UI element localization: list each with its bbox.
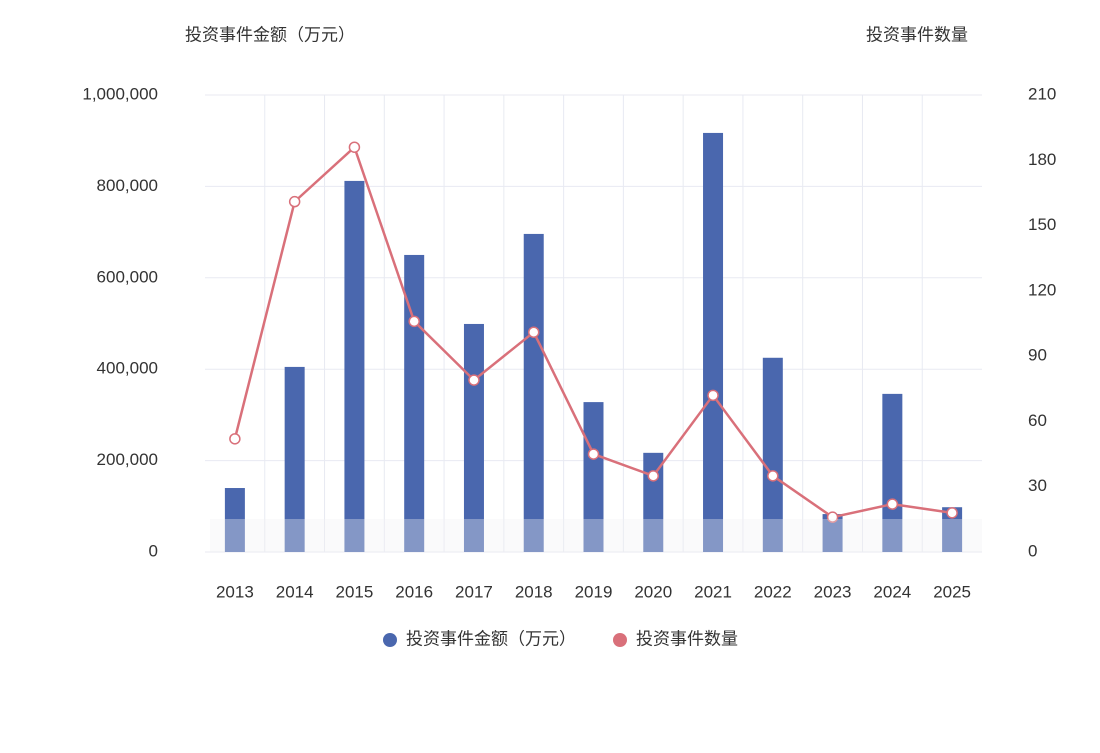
line-point xyxy=(587,448,600,460)
legend-marker xyxy=(383,633,397,647)
y2-tick-label: 120 xyxy=(1028,280,1056,299)
x-tick-label: 2017 xyxy=(455,582,493,601)
line-point xyxy=(348,141,361,153)
y2-tick-label: 210 xyxy=(1028,84,1056,103)
bar xyxy=(882,393,903,552)
legend-label: 投资事件数量 xyxy=(636,629,738,648)
line-point xyxy=(886,498,899,510)
y-axis-title: 投资事件金额（万元） xyxy=(185,25,355,44)
y-tick-label: 600,000 xyxy=(97,267,158,286)
line-point xyxy=(527,326,540,338)
y-tick-label: 400,000 xyxy=(97,359,158,378)
x-tick-label: 2014 xyxy=(276,582,314,601)
legend-label: 投资事件金额（万元） xyxy=(406,629,576,648)
bar xyxy=(942,507,963,552)
bar xyxy=(344,180,365,552)
line-point xyxy=(408,315,420,328)
zoom-band xyxy=(210,519,982,552)
y2-tick-label: 0 xyxy=(1028,541,1037,560)
x-tick-label: 2022 xyxy=(754,582,792,601)
y2-tick-label: 30 xyxy=(1028,476,1047,495)
line-point xyxy=(767,470,779,482)
bar xyxy=(703,132,724,552)
x-tick-label: 2025 xyxy=(933,582,971,601)
bar xyxy=(583,402,604,552)
line-point xyxy=(946,507,958,519)
y2-tick-label: 60 xyxy=(1028,411,1047,430)
bar xyxy=(822,514,843,552)
bar xyxy=(523,233,544,553)
x-tick-label: 2019 xyxy=(575,582,613,601)
bar xyxy=(463,323,484,552)
x-tick-label: 2020 xyxy=(634,582,672,601)
y-tick-label: 0 xyxy=(149,541,158,560)
y2-tick-label: 150 xyxy=(1028,215,1056,234)
y2-tick-label: 180 xyxy=(1028,150,1056,169)
line-point xyxy=(647,470,660,482)
y-tick-label: 1,000,000 xyxy=(82,84,158,103)
y-tick-label: 200,000 xyxy=(97,450,158,469)
x-tick-label: 2015 xyxy=(336,582,374,601)
x-tick-label: 2021 xyxy=(694,582,732,601)
x-tick-label: 2023 xyxy=(814,582,852,601)
y2-axis-title: 投资事件数量 xyxy=(866,25,968,44)
line-point xyxy=(826,511,839,523)
bar xyxy=(762,357,783,552)
x-tick-label: 2024 xyxy=(873,582,911,601)
line-point xyxy=(229,433,241,445)
y2-tick-label: 90 xyxy=(1028,346,1047,365)
x-tick-label: 2018 xyxy=(515,582,553,601)
bar xyxy=(284,366,305,552)
bar xyxy=(404,254,425,552)
legend-marker xyxy=(613,633,627,647)
line-point xyxy=(468,374,480,386)
x-tick-label: 2013 xyxy=(216,582,254,601)
line-point xyxy=(288,195,301,208)
bar xyxy=(224,488,245,552)
line-point xyxy=(707,389,719,402)
x-tick-label: 2016 xyxy=(395,582,433,601)
y-tick-label: 800,000 xyxy=(97,176,158,195)
